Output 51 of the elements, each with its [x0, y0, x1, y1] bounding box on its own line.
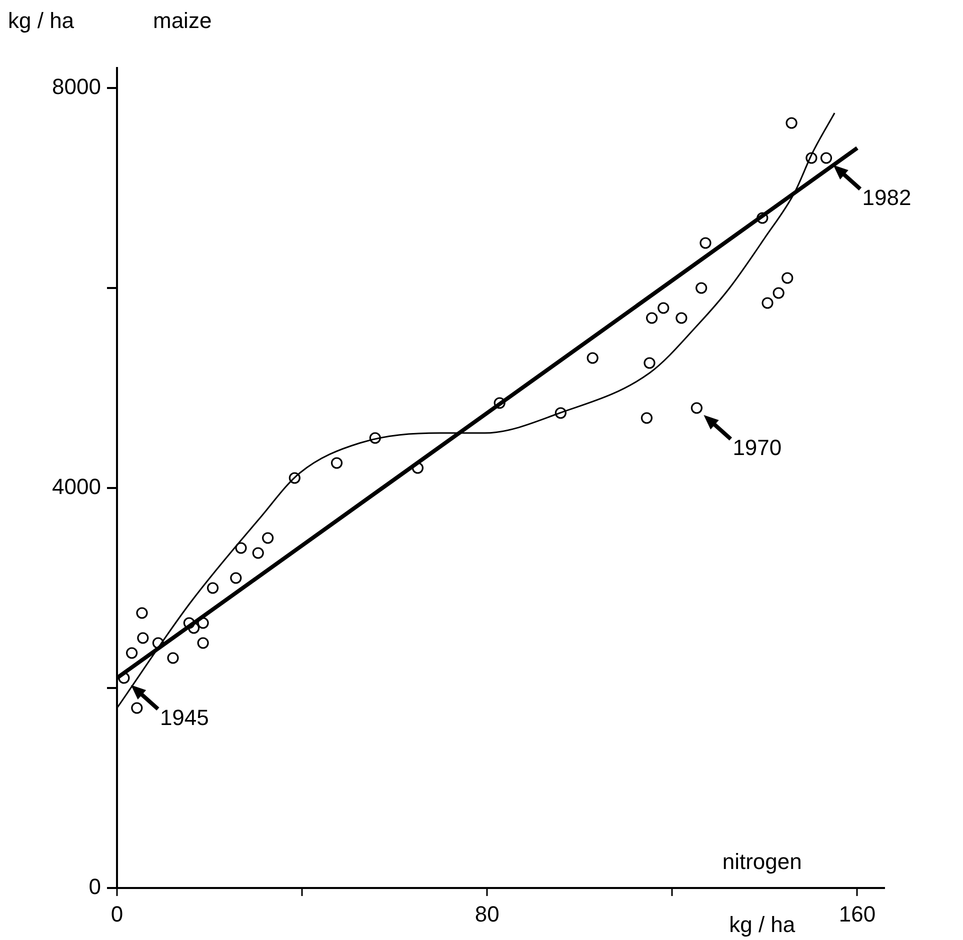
point: [330, 457, 343, 469]
point: [762, 297, 774, 309]
annotation: nitrogen: [722, 849, 802, 874]
point: [188, 622, 200, 634]
point: [131, 702, 143, 714]
y-tick-label: 8000: [52, 74, 101, 100]
point: [152, 637, 164, 649]
point: [206, 582, 219, 594]
point: [646, 312, 658, 324]
point: [806, 152, 818, 164]
point: [197, 637, 209, 649]
point: [230, 572, 242, 584]
point: [700, 237, 712, 249]
point: [137, 632, 149, 644]
x-tick-label: 80: [474, 901, 500, 926]
point: [676, 312, 688, 324]
point: [412, 462, 424, 474]
point: [640, 412, 653, 424]
y-tick-label: 0: [88, 874, 101, 900]
x-axis-title: kg / ha: [729, 912, 796, 938]
point: [690, 402, 702, 414]
point: [118, 672, 130, 684]
point: [167, 652, 179, 664]
point: [183, 617, 195, 629]
point: [782, 272, 794, 284]
point: [252, 547, 264, 559]
point: [696, 282, 708, 294]
x-tick-label: 0: [110, 901, 124, 926]
point: [288, 472, 300, 484]
point: [786, 117, 798, 129]
y-tick-label: 4000: [52, 474, 101, 500]
point: [136, 607, 148, 619]
point: [235, 542, 247, 554]
point: [820, 152, 832, 164]
chart-title: maize: [153, 8, 212, 34]
x-tick-label: 160: [838, 901, 876, 926]
annotation: 1970: [732, 435, 782, 460]
point: [644, 357, 656, 369]
point: [197, 617, 209, 629]
point: [658, 302, 670, 314]
point: [126, 647, 138, 659]
point: [756, 212, 768, 224]
point: [262, 532, 274, 544]
point: [772, 287, 784, 299]
annotation: 1945: [160, 705, 209, 730]
annotation: 1982: [862, 185, 912, 210]
point: [586, 352, 598, 364]
point: [494, 397, 506, 409]
point: [369, 432, 381, 444]
y-axis-title: kg / ha: [8, 8, 75, 34]
point: [554, 407, 566, 419]
